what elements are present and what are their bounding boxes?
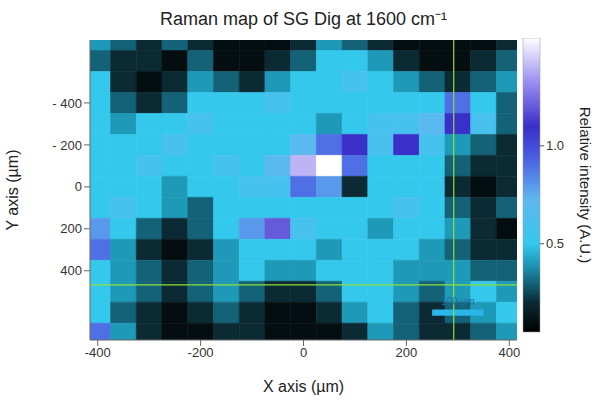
svg-text:100 µm: 100 µm <box>441 296 475 307</box>
svg-text:400: 400 <box>60 263 82 278</box>
svg-text:Y axis (µm): Y axis (µm) <box>4 150 21 231</box>
svg-text:-200: -200 <box>188 345 214 360</box>
svg-text:200: 200 <box>396 345 418 360</box>
html-text:Raman map of SG Dig at 1600 cm: Raman map of SG Dig at 1600 cm⁻¹ <box>159 9 448 29</box>
svg-text:- 200: - 200 <box>52 138 82 153</box>
svg-text:1.0: 1.0 <box>546 138 564 153</box>
svg-text:0: 0 <box>300 345 307 360</box>
svg-text:- 400: - 400 <box>52 96 82 111</box>
svg-text:Relative intensity (A.U.): Relative intensity (A.U.) <box>577 107 594 264</box>
svg-text:200: 200 <box>60 221 82 236</box>
svg-text:0.5: 0.5 <box>546 236 564 251</box>
svg-text:0: 0 <box>75 179 82 194</box>
svg-text:-400: -400 <box>85 345 111 360</box>
svg-text:400: 400 <box>498 345 520 360</box>
svg-text:X axis (µm): X axis (µm) <box>263 378 344 395</box>
